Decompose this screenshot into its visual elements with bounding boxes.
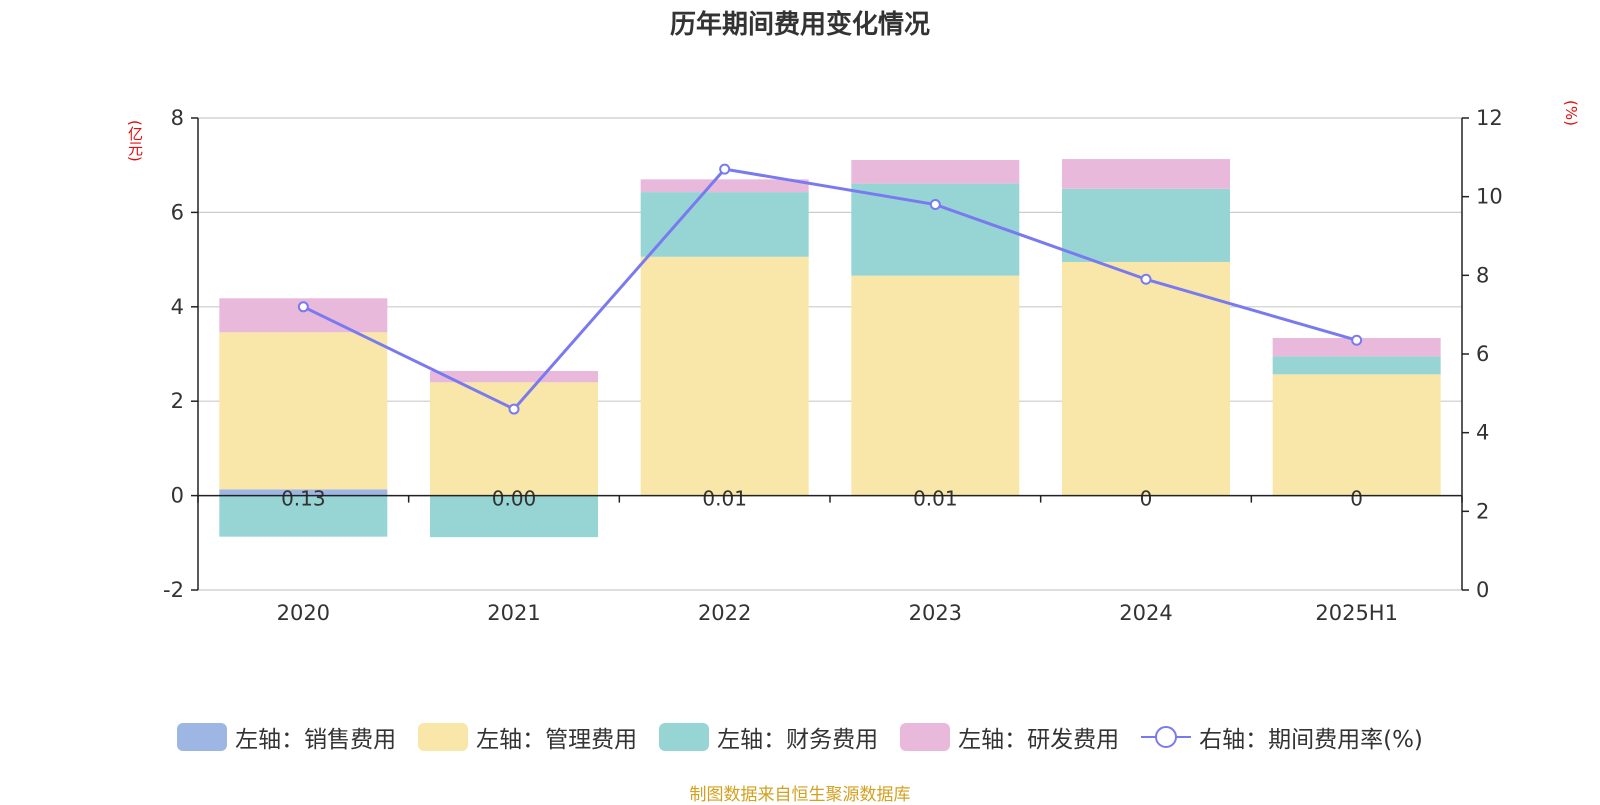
bar-finance-2023: [851, 184, 1019, 276]
legend-label: 左轴：销售费用: [235, 720, 396, 754]
rate-point-2021: [510, 405, 519, 414]
legend-line-swatch: [1141, 723, 1191, 751]
rate-point-2022: [720, 165, 729, 174]
data-label-sales-2022: 0.01: [702, 487, 747, 511]
category-label-2024: 2024: [1119, 601, 1172, 625]
right-tick-label: 12: [1476, 106, 1503, 130]
left-tick-label: -2: [163, 578, 184, 602]
bar-admin-2020: [219, 332, 387, 489]
category-label-2022: 2022: [698, 601, 751, 625]
bar-rd-2024: [1062, 159, 1230, 189]
legend-item[interactable]: 左轴：管理费用: [418, 720, 637, 754]
right-tick-label: 10: [1476, 185, 1503, 209]
rate-point-2023: [931, 200, 940, 209]
right-tick-label: 8: [1476, 263, 1489, 287]
legend-label: 左轴：管理费用: [476, 720, 637, 754]
chart-area: 0.13 0.00 0.01 0.01 0 0 -2 0 2 4 6 8 0 2 4 6 8 10 12 2020 20…: [0, 0, 1600, 700]
legend-swatch: [900, 723, 950, 751]
left-tick-label: 6: [171, 200, 184, 224]
bar-rd-2023: [851, 160, 1019, 184]
left-tick-label: 4: [171, 295, 184, 319]
bar-finance-2025H1: [1273, 356, 1441, 374]
category-label-2025H1: 2025H1: [1315, 601, 1398, 625]
legend-swatch: [659, 723, 709, 751]
category-label-2023: 2023: [909, 601, 962, 625]
bar-finance-2024: [1062, 189, 1230, 262]
left-tick-label: 8: [171, 106, 184, 130]
legend-item[interactable]: 右轴：期间费用率(%): [1141, 720, 1423, 754]
bar-admin-2022: [641, 257, 809, 495]
bar-admin-2023: [851, 276, 1019, 495]
rate-point-2020: [299, 302, 308, 311]
left-tick-label: 0: [171, 484, 184, 508]
right-tick-label: 4: [1476, 421, 1489, 445]
category-label-2020: 2020: [277, 601, 330, 625]
legend-item[interactable]: 左轴：研发费用: [900, 720, 1119, 754]
bar-rd-2022: [641, 179, 809, 192]
data-label-sales-2025H1: 0: [1350, 487, 1363, 511]
data-label-sales-2024: 0: [1140, 487, 1153, 511]
legend-item[interactable]: 左轴：财务费用: [659, 720, 878, 754]
bar-finance-2022: [641, 192, 809, 257]
data-label-sales-2023: 0.01: [913, 487, 958, 511]
right-tick-label: 0: [1476, 578, 1489, 602]
legend-item[interactable]: 左轴：销售费用: [177, 720, 396, 754]
data-label-sales-2021: 0.00: [492, 487, 537, 511]
bar-admin-2021: [430, 382, 598, 495]
bar-admin-2025H1: [1273, 374, 1441, 495]
left-tick-label: 2: [171, 389, 184, 413]
source-note: 制图数据来自恒生聚源数据库: [0, 780, 1600, 805]
legend-label: 左轴：财务费用: [717, 720, 878, 754]
data-label-sales-2020: 0.13: [281, 487, 326, 511]
category-label-2021: 2021: [487, 601, 540, 625]
rate-point-2025H1: [1352, 336, 1361, 345]
legend-swatch: [177, 723, 227, 751]
rate-point-2024: [1142, 275, 1151, 284]
legend-label: 右轴：期间费用率(%): [1199, 720, 1423, 754]
legend: 左轴：销售费用 左轴：管理费用 左轴：财务费用 左轴：研发费用 右轴：期间费用率(%): [0, 720, 1600, 754]
legend-label: 左轴：研发费用: [958, 720, 1119, 754]
right-tick-label: 2: [1476, 499, 1489, 523]
legend-swatch: [418, 723, 468, 751]
right-tick-label: 6: [1476, 342, 1489, 366]
